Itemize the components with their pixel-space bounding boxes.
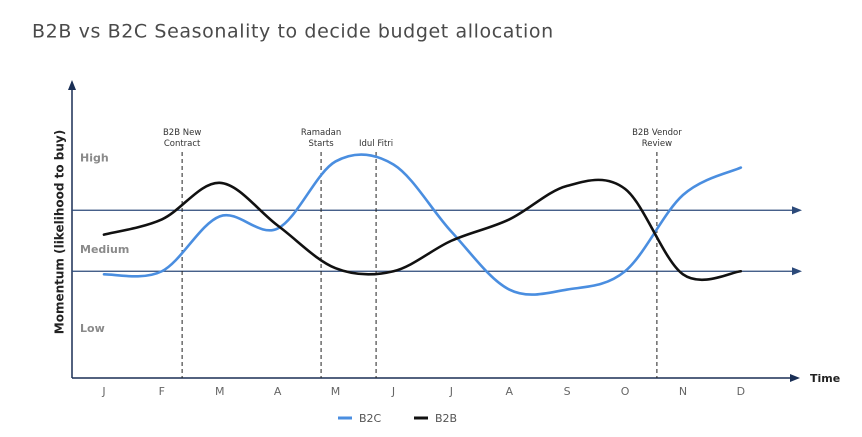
x-tick-label: A [274,385,282,398]
x-axis-label: Time [810,372,840,385]
x-tick-label: S [564,385,571,398]
x-axis-arrow [790,374,800,382]
chart-title: B2B vs B2C Seasonality to decide budget … [32,21,554,43]
x-tick-label: F [159,385,165,398]
x-tick-label: J [391,385,395,398]
x-tick-label: D [737,385,745,398]
annotation-label: Ramadan Starts [300,128,342,149]
y-tick-label: Low [80,322,105,335]
y-tick-label: High [80,151,109,164]
y-axis-label: Momentum (likelihood to buy) [53,130,67,334]
series-line [102,178,743,282]
legend-label: B2B [435,412,457,425]
x-tick-label: A [505,385,513,398]
x-tick-label: M [215,385,225,398]
x-tick-label: J [449,385,453,398]
y-axis-arrow [68,80,76,90]
series-line [102,153,743,296]
annotation-label: B2B New Contract [162,128,202,149]
x-tick-label: M [331,385,341,398]
x-tick-label: O [621,385,630,398]
x-tick-label: J [101,385,105,398]
y-tick-label: Medium [80,243,129,256]
legend-label: B2C [359,412,382,425]
threshold-arrow [792,267,802,276]
annotation-label: B2B Vendor Review [632,128,682,149]
threshold-arrow [792,206,802,215]
x-tick-label: N [679,385,687,398]
annotation-label: Idul Fitri [358,139,394,149]
